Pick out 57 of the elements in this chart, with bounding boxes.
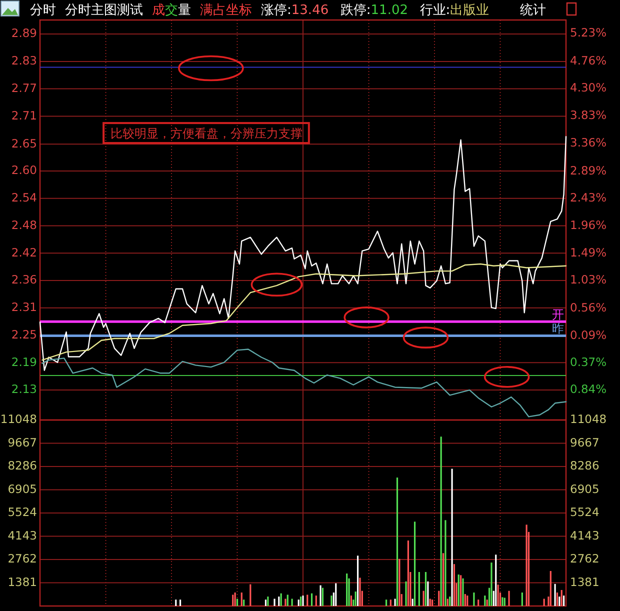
y-tick-label: 1381 (8, 574, 37, 589)
y2-tick-label: 4.30% (570, 80, 607, 94)
text: 涨停:13.46 (261, 3, 329, 18)
y2-tick-label: 3.83% (570, 108, 607, 122)
y2-tick-label: 6905 (570, 482, 600, 496)
text: 0.37% (570, 354, 607, 369)
y-tick-label: 11048 (0, 412, 37, 426)
y-tick-label: 2.42 (11, 245, 37, 260)
y-tick-label: 2762 (8, 552, 37, 566)
y2-tick-label: 3.36% (570, 136, 607, 150)
y-tick-label: 8286 (8, 458, 37, 473)
y-tick-label: 2.60 (11, 163, 37, 178)
ref-line-label: 开 (552, 308, 564, 322)
y2-tick-label: 4143 (570, 528, 600, 542)
y2-tick-label: 0.09% (570, 328, 607, 342)
y-tick-label: 4143 (8, 528, 37, 542)
y-tick-label: 2.54 (11, 190, 37, 205)
text: 满占坐标 (200, 3, 252, 18)
y2-tick-label: 1.03% (570, 272, 607, 287)
text: 成交量 (152, 2, 191, 18)
y-tick-label: 9667 (8, 435, 37, 450)
y2-tick-label: 5.23% (570, 26, 607, 40)
y-tick-label: 2.19 (11, 354, 37, 369)
text: 行业:出版业 (420, 3, 490, 18)
y2-tick-label: 1.96% (570, 218, 607, 232)
y-tick-label: 2.71 (11, 108, 37, 122)
y2-tick-label: 8286 (570, 458, 600, 473)
y2-tick-label: 5524 (570, 505, 600, 520)
y-tick-label: 2.36 (11, 272, 37, 287)
y-tick-label: 6905 (8, 482, 37, 496)
y2-tick-label: 2762 (570, 552, 600, 566)
line-series (42, 348, 567, 418)
y-tick-label: 5524 (8, 505, 37, 520)
y2-tick-label: 2.89% (570, 163, 607, 178)
y-tick-label: 2.65 (11, 136, 37, 150)
text: 统计 (520, 3, 546, 18)
y-tick-label: 2.25 (11, 327, 37, 342)
y-tick-label: 2.77 (11, 80, 37, 95)
line-series (42, 263, 567, 361)
y2-tick-label: 1381 (570, 574, 600, 589)
text: 0.84% (570, 382, 607, 396)
y-tick-label: 2.48 (11, 218, 37, 232)
y-tick-label: 2.89 (11, 26, 37, 40)
y2-tick-label: 11048 (570, 412, 607, 426)
y2-tick-label: 1.49% (570, 246, 607, 260)
y-tick-label: 2.31 (11, 300, 37, 314)
text: 分时主图测试 (65, 2, 143, 18)
y2-tick-label: 9667 (570, 435, 600, 450)
y2-tick-label: 4.76% (570, 53, 607, 68)
annotation: 比较明显，方便看盘，分辨压力支撑 (110, 126, 303, 141)
y-tick-label: 2.83 (11, 54, 37, 68)
y2-tick-label: 0.56% (570, 300, 607, 314)
ref-line-label: 昨 (552, 322, 564, 336)
y-tick-label: 2.13 (11, 382, 37, 396)
y2-tick-label: 2.43% (570, 190, 607, 204)
text: 跌停:11.02 (340, 3, 408, 18)
text: 分时 (30, 3, 56, 18)
